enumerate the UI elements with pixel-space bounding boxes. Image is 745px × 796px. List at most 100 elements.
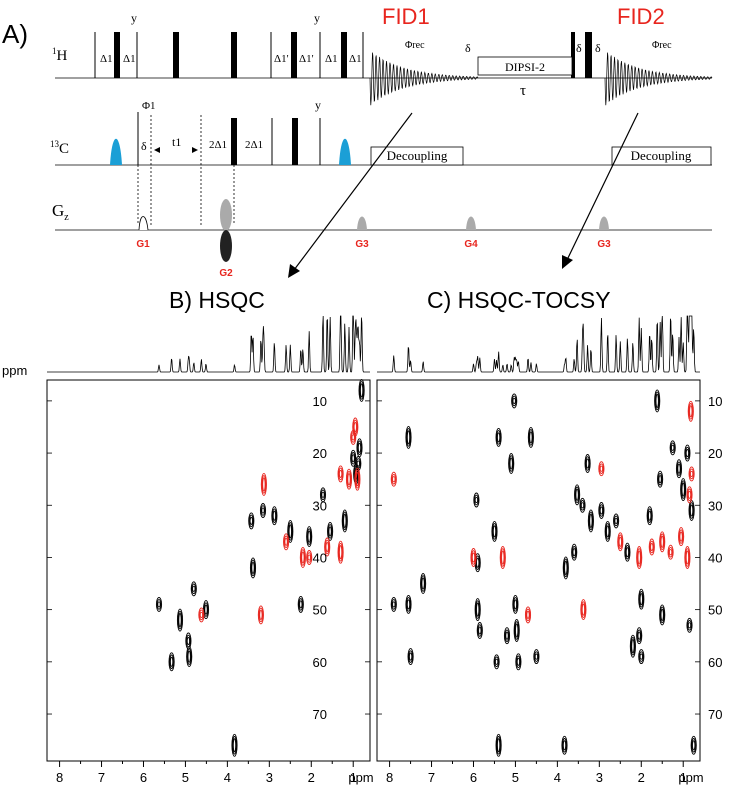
tau-label: τ [520, 83, 526, 99]
negative-peak [688, 466, 695, 482]
positive-peak [405, 594, 412, 614]
negative-peak [580, 599, 587, 621]
gradient-g1-label: G1 [136, 239, 150, 250]
positive-peak [249, 557, 257, 579]
y-tick-label-left: 10 [313, 394, 327, 409]
c-t1: t1 [172, 135, 181, 149]
c-channel-label: 13C [50, 139, 69, 157]
y-tick-label-left: 50 [313, 603, 327, 618]
negative-peak [667, 544, 674, 560]
positive-peak [675, 459, 683, 479]
y-tick-label-left: 20 [313, 446, 327, 461]
h-delta-1: δ [465, 41, 471, 55]
positive-peak [646, 506, 653, 526]
x-tick-label: 7 [98, 770, 105, 785]
pulse-sequence-panel: A) FID1 FID2 1H 13C Gz [2, 4, 713, 279]
positive-peak [319, 487, 327, 503]
positive-peak [684, 444, 691, 462]
y-tick-label: 10 [708, 394, 722, 409]
negative-peak [686, 486, 693, 504]
positive-peak [598, 502, 605, 519]
panel-a-label: A) [2, 19, 28, 49]
positive-peak [168, 652, 175, 672]
x-tick-label: 1 [350, 770, 357, 785]
positive-peak [473, 492, 480, 508]
x-tick-label: 6 [140, 770, 147, 785]
decoupling-label-2: Decoupling [631, 148, 692, 163]
hsqc-plot-frame [46, 379, 371, 762]
h-delay-6: Δ1 [349, 53, 362, 65]
positive-peak [341, 509, 348, 533]
negative-peak [617, 532, 624, 552]
positive-peak [231, 733, 238, 757]
h-channel-label: 1H [52, 46, 68, 64]
positive-peak [659, 604, 666, 626]
hsqc-tocsy-plot-frame [376, 379, 701, 762]
positive-peak [527, 426, 534, 448]
y-tick-label: 30 [708, 498, 722, 513]
h-delay-2: Δ1 [123, 53, 136, 65]
negative-peak [684, 546, 691, 569]
x-tick-label: 5 [512, 770, 519, 785]
positive-peak [155, 596, 163, 612]
y-tick-label: 40 [708, 550, 722, 565]
positive-peak [297, 595, 304, 613]
negative-peak [354, 467, 361, 491]
positive-peak [629, 634, 636, 658]
negative-peak [598, 461, 605, 477]
h-receiver-phase-1: Φrec [405, 40, 425, 51]
h-delay-3: Δ1' [274, 53, 289, 65]
negative-peak [299, 547, 306, 568]
fid1-label: FID1 [382, 4, 430, 29]
x-tick-label: 3 [596, 770, 603, 785]
c-phase-phi1: Φ1 [142, 100, 156, 112]
negative-peak [324, 537, 331, 557]
decoupling-label-1: Decoupling [387, 148, 448, 163]
x-tick-label: 3 [266, 770, 273, 785]
y-tick-label-left: 30 [313, 498, 327, 513]
positive-peak [587, 509, 594, 533]
c-channel-pulses [110, 112, 712, 225]
positive-peak [358, 378, 365, 402]
x-tick-label: 5 [182, 770, 189, 785]
negative-peak [337, 465, 344, 483]
gradient-g2-label: G2 [219, 268, 233, 279]
positive-peak [636, 627, 643, 645]
negative-peak [648, 538, 655, 556]
positive-peak [512, 594, 519, 614]
positive-peak [495, 733, 502, 757]
positive-peak [495, 427, 502, 447]
positive-peak [350, 449, 357, 467]
h-delta-2: δ [576, 41, 582, 55]
positive-peak [613, 513, 620, 529]
g-channel-label: Gz [52, 201, 69, 223]
y-tick-label: 50 [708, 603, 722, 618]
negative-peak [283, 533, 290, 551]
h-delay-4: Δ1' [299, 53, 314, 65]
gradient-g3-label: G3 [355, 239, 369, 250]
negative-peak [257, 605, 264, 625]
gradient-channel [138, 199, 609, 262]
negative-peak [524, 606, 532, 624]
positive-peak [686, 617, 693, 633]
x-tick-label: 2 [308, 770, 315, 785]
negative-peak [306, 550, 313, 565]
gradient-g4-label: G4 [464, 239, 478, 250]
positive-peak [271, 506, 278, 526]
positive-peak [584, 454, 591, 473]
gradient-g3b-label: G3 [597, 239, 611, 250]
negative-peak [636, 546, 643, 569]
y-tick-label-left: 40 [313, 550, 327, 565]
x-tick-label: 6 [470, 770, 477, 785]
positive-peak [248, 512, 255, 530]
dipsi-label: DIPSI-2 [505, 60, 545, 74]
positive-peak [574, 484, 581, 506]
negative-peak [390, 471, 397, 487]
positive-peak [513, 619, 520, 642]
positive-peak [669, 440, 676, 456]
positive-peak [493, 654, 500, 670]
x-tick-label: 4 [554, 770, 561, 785]
y-tick-label-left: 70 [313, 707, 327, 722]
